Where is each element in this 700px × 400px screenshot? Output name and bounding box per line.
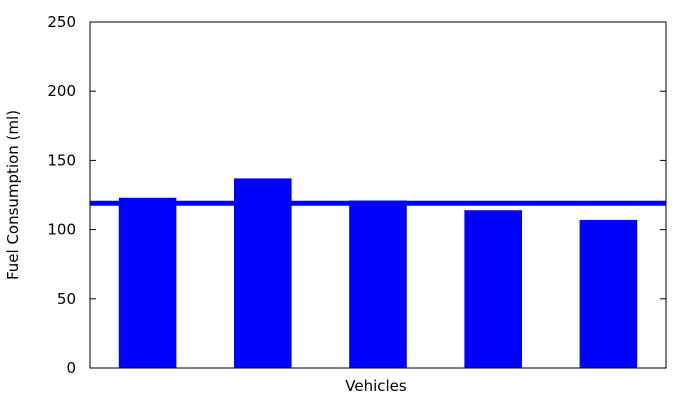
bar-vehicle-1 bbox=[118, 197, 177, 368]
x-axis-label: Vehicles bbox=[345, 377, 407, 395]
bar-vehicle-5 bbox=[579, 219, 638, 368]
y-tick-label: 200 bbox=[47, 82, 76, 100]
y-tick-label: 150 bbox=[47, 151, 76, 169]
bar-vehicle-3 bbox=[349, 200, 407, 368]
bars bbox=[118, 178, 638, 368]
y-axis-ticks: 0 50 100 150 200 250 bbox=[47, 13, 666, 377]
y-tick-label: 0 bbox=[66, 359, 76, 377]
y-axis-label: Fuel Consumption (ml) bbox=[4, 110, 22, 280]
y-tick-label: 50 bbox=[57, 290, 76, 308]
plot-area-border bbox=[89, 21, 667, 369]
y-tick-label: 100 bbox=[47, 221, 76, 239]
y-tick-label: 250 bbox=[47, 13, 76, 31]
bar-vehicle-4 bbox=[464, 210, 522, 368]
bar-vehicle-2 bbox=[234, 178, 292, 368]
